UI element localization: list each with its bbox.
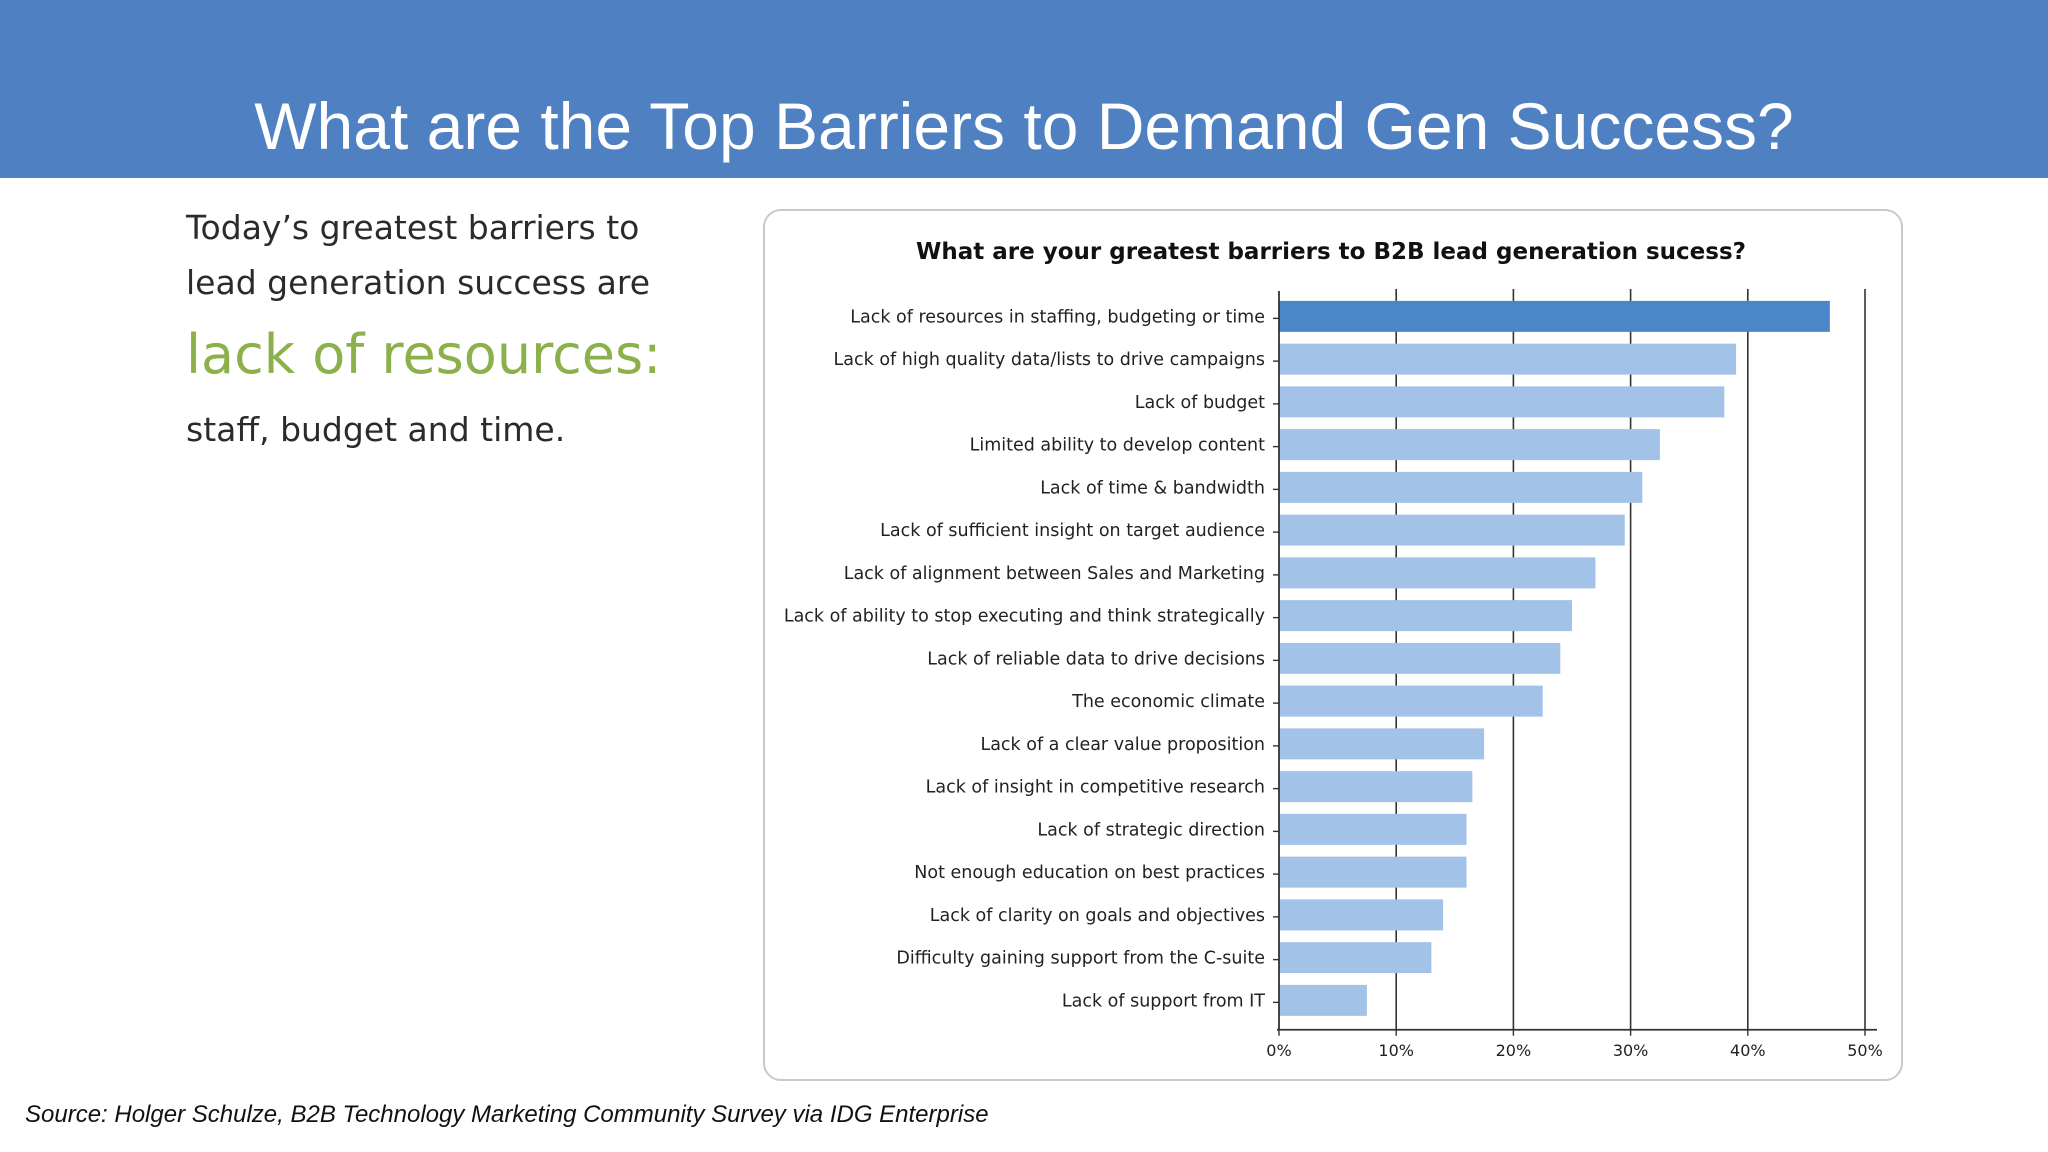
bar-15: [1279, 899, 1444, 931]
x-tick-label-3: 20%: [1496, 1041, 1532, 1060]
category-label-16: Difficulty gaining support from the C-su…: [896, 949, 1265, 969]
bar-16: [1279, 942, 1432, 974]
callout-line-3: staff, budget and time.: [186, 410, 566, 449]
bar-7: [1279, 557, 1596, 589]
bar-6: [1279, 514, 1625, 546]
source-note: Source: Holger Schulze, B2B Technology M…: [25, 1101, 989, 1128]
callout-line-2: lead generation success are: [186, 263, 651, 302]
x-tick-label-4: 30%: [1613, 1041, 1649, 1060]
x-tick-label-6: 50%: [1847, 1041, 1883, 1060]
category-label-14: Not enough education on best practices: [914, 863, 1265, 883]
category-label-12: Lack of insight in competitive research: [926, 778, 1265, 798]
bar-5: [1279, 471, 1643, 503]
x-tick-label-1: 0%: [1266, 1041, 1291, 1060]
category-label-17: Lack of support from IT: [1062, 991, 1265, 1011]
bar-13: [1279, 813, 1467, 845]
callout-highlight: lack of resources:: [186, 323, 662, 386]
slide-title: What are the Top Barriers to Demand Gen …: [254, 89, 1794, 163]
x-tick-label-2: 10%: [1378, 1041, 1414, 1060]
slide-header: What are the Top Barriers to Demand Gen …: [0, 0, 2048, 178]
chart-title: What are your greatest barriers to B2B l…: [916, 239, 1746, 265]
bar-chart: What are your greatest barriers to B2B l…: [784, 239, 1883, 1060]
callout-text: Today’s greatest barriers to lead genera…: [186, 200, 746, 457]
bar-12: [1279, 771, 1473, 803]
callout-line-1: Today’s greatest barriers to: [186, 208, 640, 247]
bar-17: [1279, 984, 1367, 1016]
category-label-5: Lack of time & bandwidth: [1040, 478, 1265, 498]
category-label-10: The economic climate: [1071, 692, 1265, 712]
category-label-13: Lack of strategic direction: [1037, 820, 1265, 840]
category-label-7: Lack of alignment between Sales and Mark…: [844, 564, 1265, 584]
bar-10: [1279, 685, 1543, 717]
bar-1: [1279, 300, 1830, 332]
bar-14: [1279, 856, 1467, 888]
x-tick-label-5: 40%: [1730, 1041, 1766, 1060]
bar-4: [1279, 429, 1660, 461]
category-label-9: Lack of reliable data to drive decisions: [927, 649, 1265, 669]
bar-3: [1279, 386, 1725, 418]
bar-2: [1279, 343, 1737, 375]
bar-9: [1279, 642, 1561, 674]
bar-11: [1279, 728, 1485, 760]
category-label-2: Lack of high quality data/lists to drive…: [834, 350, 1265, 370]
category-label-1: Lack of resources in staffing, budgeting…: [850, 307, 1265, 327]
category-label-11: Lack of a clear value proposition: [980, 735, 1265, 755]
category-label-3: Lack of budget: [1135, 393, 1265, 413]
category-label-8: Lack of ability to stop executing and th…: [784, 607, 1265, 627]
category-label-6: Lack of sufficient insight on target aud…: [880, 521, 1265, 541]
category-label-4: Limited ability to develop content: [970, 436, 1266, 456]
bar-8: [1279, 600, 1572, 632]
chart-panel: What are your greatest barriers to B2B l…: [763, 209, 1903, 1081]
category-label-15: Lack of clarity on goals and objectives: [930, 906, 1265, 926]
